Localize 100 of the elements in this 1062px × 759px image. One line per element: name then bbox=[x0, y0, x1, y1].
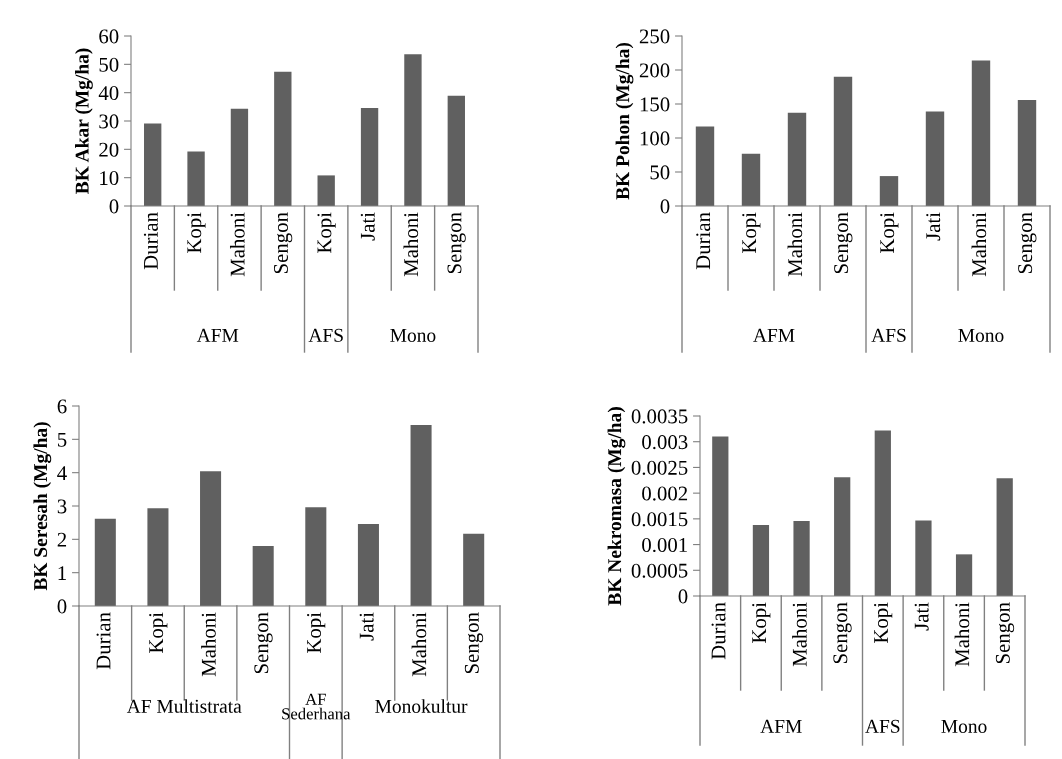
y-tick-label: 3 bbox=[57, 499, 67, 514]
x-tick-label: Mahoni bbox=[787, 212, 803, 277]
bar bbox=[187, 151, 205, 206]
bar bbox=[230, 108, 249, 206]
y-axis-title: BK Seresah (Mg/ha) bbox=[33, 422, 52, 591]
y-tick-label: 150 bbox=[640, 97, 670, 112]
bar bbox=[996, 478, 1013, 596]
x-tick-label: Durian bbox=[96, 612, 111, 670]
bar bbox=[147, 508, 169, 606]
y-tick-label: 0.002 bbox=[642, 486, 688, 501]
x-tick-label: Mahoni bbox=[229, 212, 245, 277]
y-tick-label: 0.003 bbox=[642, 435, 688, 450]
x-tick-label: Kopi bbox=[187, 212, 206, 254]
x-tick-label: Mahoni bbox=[792, 602, 807, 667]
x-tick-label: Mahoni bbox=[403, 212, 419, 277]
bar bbox=[144, 123, 162, 206]
text: Mono bbox=[390, 328, 436, 342]
x-tick-label: Durian bbox=[143, 212, 158, 270]
x-tick-label: Kopi bbox=[317, 212, 336, 254]
x-tick-label: Jati bbox=[360, 212, 375, 241]
y-tick-label: 0 bbox=[678, 589, 688, 604]
x-tick-label: Kopi bbox=[307, 612, 326, 654]
y-tick-label: 0 bbox=[660, 199, 670, 214]
bar bbox=[971, 60, 991, 206]
x-tick-label: Mahoni bbox=[201, 612, 216, 677]
y-tick-label: 0.0005 bbox=[631, 563, 688, 578]
bar bbox=[360, 107, 379, 206]
y-tick-label: 20 bbox=[99, 142, 119, 157]
y-tick-label: 40 bbox=[98, 86, 119, 101]
y-tick-label: 60 bbox=[99, 29, 119, 44]
y-tick-label: 0 bbox=[109, 199, 119, 214]
y-tick-label: 0.0015 bbox=[631, 512, 688, 527]
bar bbox=[833, 76, 853, 206]
y-tick-label: 100 bbox=[640, 131, 670, 146]
y-tick-label: 6 bbox=[57, 399, 67, 414]
text: AF Multistrata bbox=[126, 699, 242, 713]
y-tick-label: 0.0025 bbox=[631, 460, 688, 475]
x-tick-label: Mahoni bbox=[954, 602, 970, 667]
y-tick-label: 1 bbox=[58, 566, 66, 580]
text: AFM bbox=[196, 328, 239, 342]
x-tick-label: Durian bbox=[696, 212, 711, 270]
y-tick-label: 50 bbox=[99, 57, 119, 72]
bar bbox=[915, 520, 932, 596]
y-tick-label: 5 bbox=[57, 432, 67, 447]
x-tick-label: Kopi bbox=[149, 612, 168, 654]
y-tick-label: 2 bbox=[57, 532, 67, 547]
y-tick-label: 30 bbox=[99, 114, 119, 129]
bar bbox=[695, 126, 715, 206]
y-axis-title: BK Akar (Mg/ha) bbox=[75, 48, 93, 194]
x-tick-label: Mahoni bbox=[971, 212, 987, 277]
bar bbox=[793, 520, 810, 596]
bar bbox=[879, 176, 899, 206]
bar bbox=[305, 507, 327, 606]
x-tick-label: Sengon bbox=[254, 612, 273, 674]
y-tick-label: 200 bbox=[639, 63, 670, 78]
x-tick-label: Sengon bbox=[995, 602, 1015, 664]
text: AFS bbox=[865, 719, 900, 733]
x-tick-label: Sengon bbox=[273, 212, 293, 274]
bar bbox=[712, 436, 729, 596]
x-tick-label: Sengon bbox=[834, 212, 853, 274]
x-tick-label: Kopi bbox=[880, 212, 899, 254]
text: Mono bbox=[941, 719, 987, 733]
x-tick-label: Kopi bbox=[742, 212, 761, 254]
x-tick-label: Sengon bbox=[464, 612, 484, 674]
bar bbox=[955, 554, 973, 596]
bar bbox=[410, 425, 432, 606]
text: Mono bbox=[958, 328, 1004, 342]
x-tick-label: Kopi bbox=[874, 602, 893, 644]
y-tick-label: 250 bbox=[639, 29, 670, 44]
bar bbox=[357, 524, 379, 606]
y-tick-label: 4 bbox=[57, 466, 67, 480]
bar bbox=[252, 546, 274, 606]
bar bbox=[447, 95, 465, 206]
bar bbox=[404, 54, 422, 206]
y-tick-label: 0.0035 bbox=[631, 409, 688, 424]
x-tick-label: Sengon bbox=[833, 602, 852, 664]
bar bbox=[834, 477, 851, 596]
text: AF Sederhana bbox=[282, 693, 351, 720]
x-tick-label: Mahoni bbox=[411, 612, 427, 677]
x-tick-label: Durian bbox=[711, 602, 726, 660]
bar bbox=[1017, 99, 1037, 206]
y-tick-label: 10 bbox=[100, 171, 119, 186]
x-tick-label: Kopi bbox=[752, 602, 771, 644]
x-tick-label: Jati bbox=[359, 612, 374, 641]
text: AFM bbox=[760, 719, 802, 733]
x-tick-label: Jati bbox=[914, 602, 929, 631]
y-tick-label: 50 bbox=[650, 165, 670, 180]
bar bbox=[787, 112, 807, 206]
y-axis-title: BK Pohon (Mg/ha) bbox=[615, 42, 634, 200]
bar bbox=[463, 533, 485, 606]
x-tick-label: Sengon bbox=[447, 212, 466, 274]
bar bbox=[317, 175, 335, 206]
text: AFS bbox=[871, 328, 906, 342]
bar bbox=[752, 525, 770, 596]
bar bbox=[274, 71, 292, 206]
y-axis-title: BK Nekromasa (Mg/ha) bbox=[607, 407, 626, 606]
bar bbox=[925, 111, 945, 206]
y-tick-label: 0 bbox=[57, 599, 67, 614]
bar bbox=[741, 153, 761, 206]
y-tick-label: 0.001 bbox=[642, 537, 687, 553]
